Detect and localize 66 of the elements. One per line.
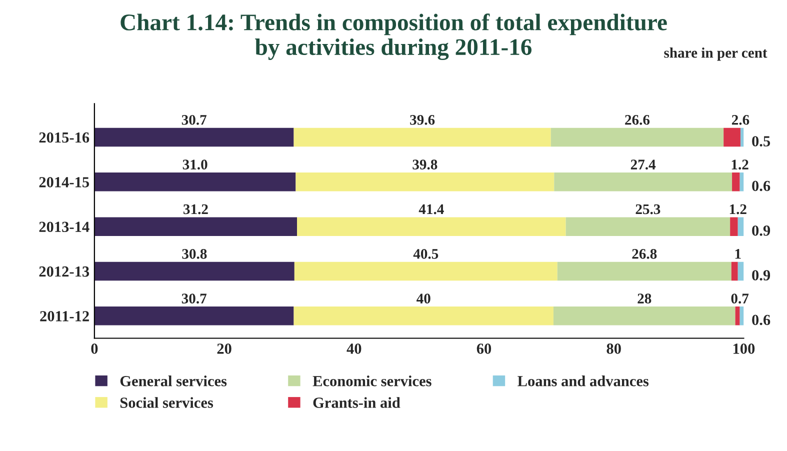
data-label: 41.4 [418,204,444,214]
bar [94,172,296,192]
data-label: 2.6 [732,115,750,125]
legend-label: General services [120,376,227,386]
data-label: 0.6 [752,180,770,192]
y-tick-label: 2013-14 [39,222,90,232]
bar [554,172,732,192]
x-tick-label: 100 [733,344,755,354]
x-tick-label: 40 [346,344,362,354]
data-label: 39.6 [410,115,435,125]
data-label: 31.0 [182,160,208,170]
data-label: 28 [638,294,652,304]
bar [738,262,744,281]
bar [294,306,554,326]
data-label: 27.4 [630,160,656,170]
bar [550,128,724,147]
x-tick-label: 60 [476,344,492,354]
bar [730,217,738,236]
bar [738,217,744,236]
bar [735,306,740,326]
data-label: 26.8 [632,248,657,259]
data-label: 30.7 [182,114,207,125]
bar [94,217,298,236]
data-label: 25.3 [636,204,660,214]
y-tick-label: 2012-13 [39,266,90,277]
x-tick-label: 20 [217,344,232,354]
y-tick-label: 2014-15 [39,177,90,188]
legend-label: Social services [120,397,214,408]
legend-label: Grants-in aid [313,397,400,408]
legend-label: Loans and advances [518,376,649,386]
data-label: 0.5 [752,136,770,146]
bar [294,128,551,147]
data-label: 40 [416,294,430,304]
y-tick-label: 2011-12 [40,311,89,322]
data-label: 1.2 [730,204,746,214]
data-label: 31.2 [184,204,208,214]
bar [297,217,566,236]
data-label: 30.8 [182,248,207,259]
bar [566,217,730,236]
bar [724,128,740,147]
y-tick-label: 2015-16 [39,132,90,143]
data-label: 0.9 [752,225,770,236]
x-tick-label: 80 [606,344,621,354]
data-label: 0.7 [731,294,749,304]
bar [553,306,736,326]
bar [94,128,294,147]
x-tick-label: 0 [91,344,98,354]
bar [94,306,294,326]
bar [740,306,744,326]
data-label: 30.7 [182,294,207,304]
bar [296,172,554,192]
bar [740,172,744,192]
bar [740,128,744,147]
bar [94,262,294,281]
data-label: 26.6 [625,115,650,125]
data-label: 39.8 [412,160,438,170]
bar [557,262,732,281]
bar [294,262,558,281]
data-label: 0.9 [752,270,770,280]
bar [732,172,740,192]
data-label: 1 [735,249,741,259]
bar [731,262,738,281]
data-label: 1.2 [732,160,748,170]
data-label: 0.6 [752,314,770,326]
data-label: 40.5 [413,248,438,259]
legend-label: Economic services [312,376,432,386]
